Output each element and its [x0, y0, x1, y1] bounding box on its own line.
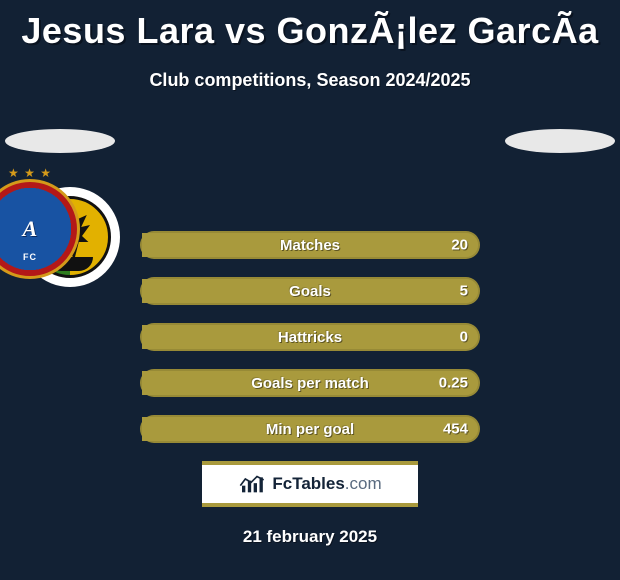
stat-label: Goals	[289, 283, 331, 300]
stat-label: Matches	[280, 237, 340, 254]
player-photo-right	[505, 129, 615, 153]
stat-bar: Hattricks 0	[140, 323, 480, 351]
stat-value-right: 20	[451, 237, 468, 254]
stat-label: Hattricks	[278, 329, 342, 346]
stat-value-right: 0.25	[439, 375, 468, 392]
brand-chart-icon	[238, 474, 266, 494]
comparison-content: A FC Matches 20 Goals 5 Hattricks 0 Goals per …	[0, 131, 620, 547]
player-photo-left	[5, 129, 115, 153]
page-title: Jesus Lara vs GonzÃ¡lez GarcÃ­a	[0, 0, 620, 52]
stat-bars: Matches 20 Goals 5 Hattricks 0 Goals per match…	[140, 231, 480, 443]
stat-value-right: 454	[443, 421, 468, 438]
subtitle: Club competitions, Season 2024/2025	[0, 70, 620, 91]
brand-box: FcTables.com	[202, 461, 418, 507]
stat-label: Min per goal	[266, 421, 354, 438]
stat-label: Goals per match	[251, 375, 369, 392]
atlante-crest-icon: A	[0, 182, 77, 276]
stat-bar: Min per goal 454	[140, 415, 480, 443]
date-label: 21 february 2025	[0, 527, 620, 547]
brand-text: FcTables.com	[272, 474, 381, 494]
stat-bar: Matches 20	[140, 231, 480, 259]
club-badge-right: A FC	[0, 179, 80, 279]
stat-bar: Goals per match 0.25	[140, 369, 480, 397]
brand-name: FcTables	[272, 474, 344, 493]
stat-bar: Goals 5	[140, 277, 480, 305]
brand-suffix: .com	[345, 474, 382, 493]
stat-value-right: 0	[460, 329, 468, 346]
stat-value-right: 5	[460, 283, 468, 300]
atlante-fc-label: FC	[23, 252, 37, 262]
